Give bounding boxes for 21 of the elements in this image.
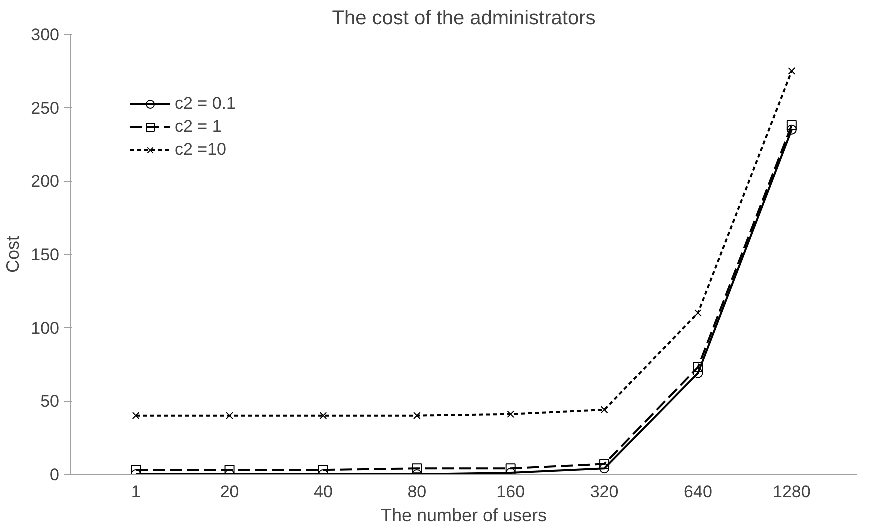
- y-tick-label: 150: [31, 246, 60, 264]
- y-tick-label: 250: [31, 98, 60, 118]
- y-tick-label: 50: [40, 392, 60, 412]
- x-tick-label: 320: [590, 482, 619, 502]
- x-tick-label: 1: [131, 482, 141, 502]
- x-tick-label: 20: [220, 482, 240, 502]
- x-axis-title: The number of users: [380, 506, 548, 526]
- x-tick-label: 80: [408, 482, 427, 502]
- x-tick-label: 160: [496, 482, 526, 502]
- y-tick-label: 300: [31, 26, 60, 44]
- x-tick-label: 640: [684, 482, 712, 502]
- x-tick-label: 1280: [773, 482, 811, 502]
- y-tick-label: 200: [31, 172, 60, 192]
- x-tick-label: 40: [314, 482, 333, 502]
- legend-label: c2 = 1: [175, 117, 222, 137]
- chart-title: The cost of the administrators: [332, 8, 596, 30]
- legend-label: c2 =10: [175, 140, 227, 160]
- legend-label: c2 = 0.1: [175, 94, 236, 114]
- y-tick-label: 100: [31, 318, 60, 338]
- y-axis-title: Cost: [3, 236, 24, 274]
- y-tick-label: 0: [50, 466, 60, 484]
